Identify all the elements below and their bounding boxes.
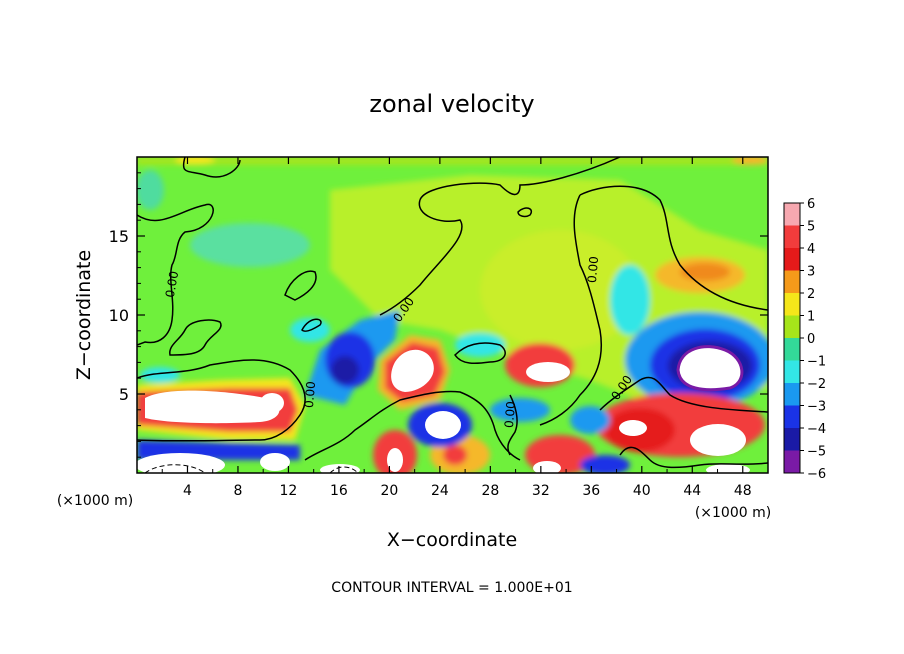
- y-tick-label: 10: [109, 306, 129, 325]
- colorbar-tick-label: −1: [807, 355, 826, 370]
- colorbar-tick-label: 3: [807, 265, 815, 280]
- colorbar-tick-label: −5: [807, 445, 826, 460]
- y-tick-label: 5: [119, 385, 129, 404]
- x-tick-label: 48: [734, 483, 752, 499]
- colorbar-band: [784, 293, 800, 316]
- colorbar-band: [784, 338, 800, 361]
- y-axis-label: Z−coordinate: [73, 250, 95, 380]
- colorbar-band: [784, 248, 800, 271]
- colorbar-tick-label: 2: [807, 287, 815, 302]
- colorbar: 6 5 4 3 2 1 0 −1 −2 −3 −4 −5 −6: [783, 197, 826, 482]
- colorbar-tick-label: −4: [807, 422, 826, 437]
- x-tick-label: 8: [233, 483, 242, 499]
- x-tick-label: 44: [683, 483, 701, 499]
- colorbar-tick-label: −3: [807, 400, 826, 415]
- heatmap-field: [137, 157, 768, 473]
- contour-interval-footer: CONTOUR INTERVAL = 1.000E+01: [331, 580, 572, 596]
- chart-title: zonal velocity: [369, 90, 534, 118]
- x-tick-label: 32: [532, 483, 550, 499]
- contour-label: 0.00: [302, 381, 318, 409]
- colorbar-tick-label: 4: [807, 242, 815, 257]
- colorbar-band: [784, 315, 800, 339]
- x-tick-label: 40: [633, 483, 651, 499]
- x-tick-label: 28: [481, 483, 499, 499]
- contour-label: 0.00: [585, 256, 601, 284]
- colorbar-tick-label: 1: [807, 310, 815, 325]
- colorbar-tick-label: −2: [807, 377, 826, 392]
- x-axis-label: X−coordinate: [387, 529, 517, 551]
- colorbar-tick-label: 6: [807, 197, 815, 212]
- colorbar-band: [784, 405, 800, 429]
- colorbar-band: [784, 203, 800, 226]
- x-tick-label: 24: [431, 483, 449, 499]
- x-tick-label: 16: [330, 483, 348, 499]
- colorbar-tick-label: 5: [807, 220, 815, 235]
- y-axis-ticks: 5 10 15: [109, 172, 768, 458]
- colorbar-tick-label: −6: [807, 467, 826, 482]
- colorbar-tick-label: 0: [807, 332, 815, 347]
- x-tick-label: 4: [183, 483, 192, 499]
- colorbar-band: [784, 270, 800, 294]
- y-tick-label: 15: [109, 227, 129, 246]
- x-unit-right: (×1000 m): [695, 505, 771, 521]
- colorbar-band: [784, 360, 800, 384]
- x-tick-label: 36: [582, 483, 600, 499]
- zero-contours: [137, 157, 768, 469]
- x-axis-ticks: 4 8 12 16 20 24 28 32 36 40 44 48: [161, 157, 752, 499]
- colorbar-band: [784, 225, 800, 249]
- contour-label: 0.00: [163, 270, 181, 299]
- contour-labels: 0.00 0.00 0.00 0.00 0.00 0.00: [163, 256, 635, 429]
- x-unit-left: (×1000 m): [57, 493, 133, 509]
- colorbar-band: [784, 428, 800, 451]
- colorbar-band: [784, 383, 800, 406]
- x-tick-label: 12: [280, 483, 298, 499]
- colorbar-band: [784, 450, 800, 474]
- contour-label: 0.00: [502, 401, 518, 429]
- x-tick-label: 20: [380, 483, 398, 499]
- negative-contours: [144, 464, 359, 473]
